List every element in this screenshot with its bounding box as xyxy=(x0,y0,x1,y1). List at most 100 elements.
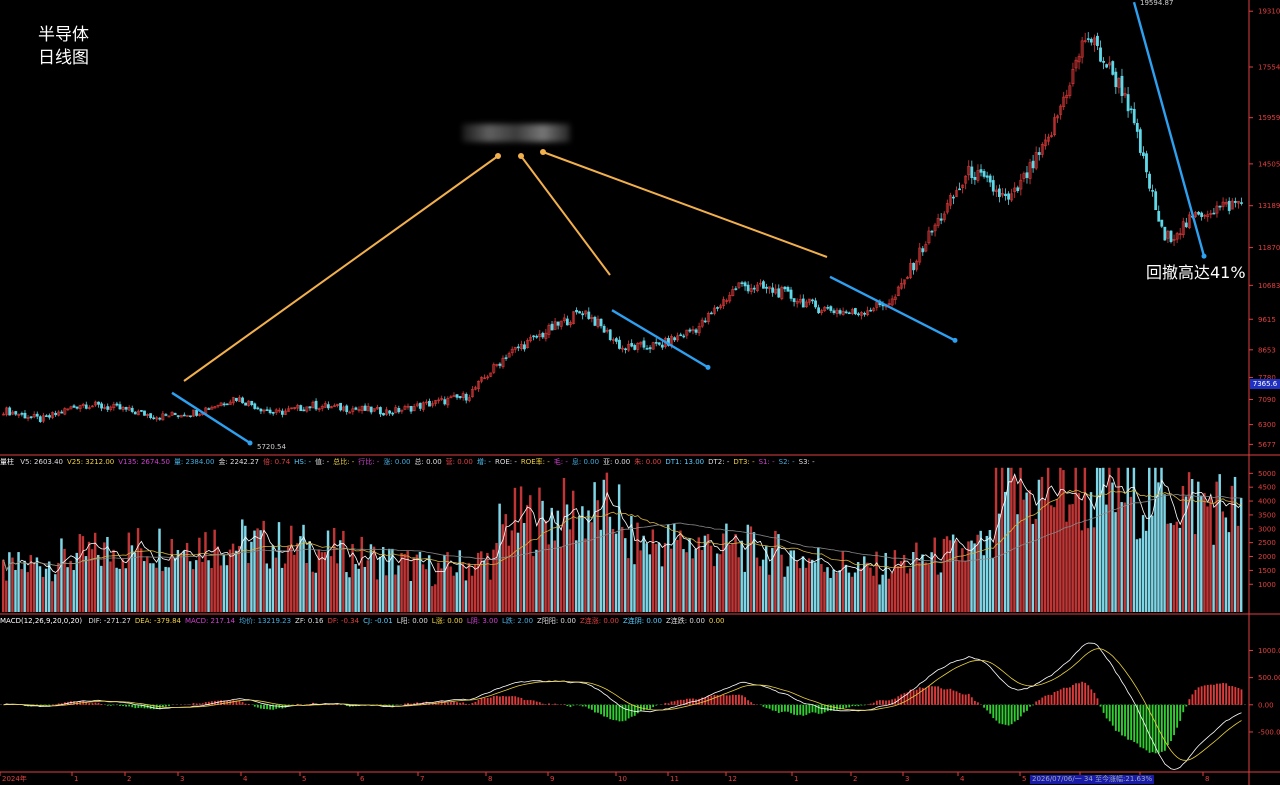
volume-bar xyxy=(47,561,51,612)
volume-bar xyxy=(758,566,762,612)
candle-body xyxy=(823,306,827,312)
candle-body xyxy=(35,413,39,417)
candle-body xyxy=(348,411,352,414)
macd-indicator-item: DEA: -379.84 xyxy=(134,617,181,625)
candle-body xyxy=(262,409,266,412)
volume-bar xyxy=(1105,504,1108,612)
candle-body xyxy=(608,329,612,340)
candle-body xyxy=(955,190,958,197)
candle-body xyxy=(857,313,860,316)
volume-bar xyxy=(933,537,936,612)
volume-bar xyxy=(703,535,707,612)
candle-body xyxy=(17,414,21,416)
candle-body xyxy=(253,403,257,409)
volume-bar xyxy=(1016,514,1019,612)
candle-body xyxy=(75,406,79,409)
candle-body xyxy=(477,380,480,389)
candle-body xyxy=(287,408,290,412)
candle-body xyxy=(1105,64,1109,68)
volume-bar xyxy=(210,567,213,612)
candle-body xyxy=(124,407,128,410)
volume-bar xyxy=(274,557,278,612)
volume-bar xyxy=(620,526,624,612)
candle-body xyxy=(26,417,30,419)
volume-indicator-item: 朱: 0.00 xyxy=(634,458,662,466)
volume-bar xyxy=(633,564,636,612)
volume-bar xyxy=(553,540,557,612)
candle-body xyxy=(621,347,624,350)
volume-indicator-item: S3: - xyxy=(798,458,815,466)
volume-bar xyxy=(1126,467,1130,612)
volume-bar xyxy=(786,566,789,612)
volume-bar xyxy=(1053,507,1056,612)
candle-body xyxy=(354,407,358,410)
candle-body xyxy=(1102,60,1105,63)
volume-bar xyxy=(725,523,728,612)
volume-bar xyxy=(1141,515,1145,612)
candle-body xyxy=(336,403,339,406)
candle-body xyxy=(192,409,195,417)
volume-bar xyxy=(1019,467,1022,612)
volume-bar xyxy=(599,529,602,612)
volume-bar xyxy=(1108,467,1111,612)
x-axis-tick-label: 3 xyxy=(905,775,909,783)
volume-bar xyxy=(896,565,900,612)
volume-bar xyxy=(985,535,989,612)
volume-bar xyxy=(1043,500,1047,612)
volume-bar xyxy=(283,563,287,612)
volume-bar xyxy=(308,541,311,612)
candle-body xyxy=(737,282,741,288)
volume-bar xyxy=(237,546,241,612)
volume-bar xyxy=(997,513,1001,612)
candle-body xyxy=(106,406,110,410)
candle-body xyxy=(69,406,73,410)
candle-body xyxy=(516,346,520,349)
volume-bar xyxy=(293,554,296,612)
candle-body xyxy=(709,312,713,315)
candle-body xyxy=(771,287,775,293)
candle-body xyxy=(1080,40,1084,58)
volume-bar xyxy=(473,564,477,612)
candle-body xyxy=(645,348,649,350)
volume-indicator-item: 增: - xyxy=(476,458,491,466)
x-axis-tick-label: 2 xyxy=(127,775,131,783)
volume-indicator-item: 亚: 0.00 xyxy=(603,458,631,466)
candle-body xyxy=(614,338,618,342)
volume-bar xyxy=(847,572,851,612)
volume-bar xyxy=(489,579,492,612)
candle-body xyxy=(1129,108,1133,111)
volume-bar xyxy=(363,566,367,612)
volume-bar xyxy=(541,500,544,612)
candle-body xyxy=(259,408,263,412)
trend-down-line xyxy=(611,309,709,369)
candle-body xyxy=(948,195,952,206)
candle-body xyxy=(903,279,906,285)
volume-bar xyxy=(890,572,894,612)
volume-bar xyxy=(78,534,82,612)
volume-bar xyxy=(164,566,167,612)
macd-indicator-item: Z连涨: 0.00 xyxy=(580,617,619,625)
volume-bar xyxy=(323,552,327,612)
macd-axis-tick-label: 0.00 xyxy=(1258,701,1274,709)
volume-indicator-item: S2: - xyxy=(778,458,795,466)
candle-body xyxy=(869,309,873,312)
candle-body xyxy=(749,288,753,292)
volume-bar xyxy=(1098,468,1102,612)
volume-bar xyxy=(792,550,796,612)
candle-body xyxy=(87,407,91,409)
volume-bar xyxy=(41,576,45,612)
volume-bar xyxy=(1236,525,1240,612)
volume-bar xyxy=(449,566,452,612)
volume-bar xyxy=(130,545,134,612)
candle-body xyxy=(1019,179,1023,190)
volume-bar xyxy=(556,510,560,612)
volume-bar xyxy=(96,554,100,612)
candle-body xyxy=(265,409,269,411)
volume-bar xyxy=(924,562,927,612)
candle-body xyxy=(1224,202,1228,205)
volume-bar xyxy=(412,557,416,612)
volume-bar xyxy=(1132,467,1136,612)
volume-bar xyxy=(909,568,912,612)
volume-bar xyxy=(103,542,106,612)
volume-bar xyxy=(715,553,719,612)
